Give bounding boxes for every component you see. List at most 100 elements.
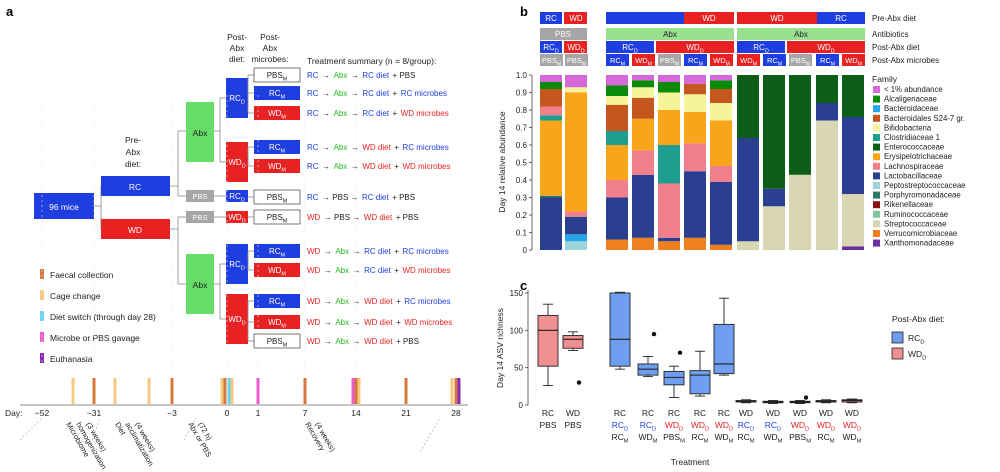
label-base: PBS: [567, 56, 582, 65]
pre-abx-header: diet:: [125, 159, 141, 169]
panel-c-asv-richness: 0 50 100 150 Day 14 ASV richness RC PBS WD PBS RC…: [495, 289, 945, 467]
label-base: WD: [665, 420, 679, 430]
bar-segment: [565, 234, 587, 242]
timeline-day-label: 1: [256, 408, 261, 418]
strip-microbes-label: RCM: [688, 56, 703, 67]
label-base: PBS: [267, 337, 283, 346]
bar-segment: [816, 103, 838, 121]
family-swatch: [873, 124, 880, 132]
bar-segment: [737, 241, 759, 250]
summary-segment: →: [324, 247, 332, 256]
label-base: RC: [688, 56, 699, 65]
label-subscript: M: [831, 61, 835, 67]
x-tick-label: RCM: [737, 432, 754, 445]
summary-segment: + PBS: [392, 193, 415, 202]
bar-segment: [684, 111, 706, 144]
label-subscript: M: [750, 439, 755, 445]
label-base: WD: [715, 420, 729, 430]
bar-segment: [658, 92, 680, 110]
label-base: WD: [845, 56, 858, 65]
label-base: RC: [269, 89, 281, 98]
family-swatch: [873, 153, 880, 161]
label-base: RC: [640, 420, 652, 430]
legend-label: Euthanasia: [50, 354, 93, 364]
bar-segment: [710, 244, 732, 250]
box-body: [537, 314, 559, 367]
x-tick-label: WDM: [639, 432, 658, 445]
timeline-day-label: 14: [351, 408, 361, 418]
timeline-event-mark: [457, 378, 461, 404]
node-microbes: [253, 333, 301, 349]
timeline-event-mark: [170, 378, 174, 404]
bar-segment: [816, 75, 838, 103]
x-tick-label: WDD: [715, 420, 733, 433]
post-abx-diet-header: diet:: [229, 54, 245, 64]
summary-segment: Abx: [334, 109, 348, 118]
summary-segment: Abx: [335, 266, 349, 275]
bar-segment: [565, 92, 587, 212]
node-microbes-label: RCM: [269, 89, 286, 100]
node-microbes-label: WDM: [268, 266, 286, 277]
timeline-event-mark: [357, 378, 361, 404]
family-swatch: [873, 191, 880, 199]
legend-swatch: [40, 269, 44, 279]
node-microbes-label: RCM: [269, 297, 286, 308]
y-tick-label: 0.4: [516, 176, 528, 185]
summary-segment: →: [353, 247, 361, 256]
x-tick-label: PBS: [539, 420, 556, 430]
node-microbes: [254, 244, 300, 258]
summary-segment: RC diet: [362, 89, 389, 98]
bar-segment: [763, 206, 785, 250]
label-subscript: D: [242, 320, 246, 326]
bar-segment: [632, 75, 654, 81]
strip-post-diet: [540, 41, 562, 53]
y-tick-label: 0.7: [516, 124, 528, 133]
family-swatch: [873, 172, 880, 180]
summary-segment: Abx: [334, 71, 348, 80]
box-body: [562, 335, 584, 349]
strip-pre-abx-label: WD: [702, 14, 716, 23]
legend-swatch: [891, 347, 904, 360]
bar-segment: [789, 75, 811, 175]
x-tick-label: WD: [766, 408, 780, 418]
summary-segment: →: [324, 337, 332, 346]
family-swatch: [873, 182, 880, 189]
summary-segment: WD: [307, 266, 321, 275]
label-base: RC: [269, 247, 281, 256]
strip-post-diet-label: RCD: [622, 43, 638, 54]
strip-post-diet-label: WDD: [567, 43, 584, 54]
bar-segment: [763, 188, 785, 207]
strip-antibiotics: [540, 28, 587, 40]
summary-segment: WD microbes: [401, 109, 449, 118]
node-post-diet: [226, 244, 248, 284]
node-microbes: [253, 209, 301, 225]
label-subscript: M: [621, 61, 625, 67]
label-subscript: D: [241, 265, 245, 271]
node-microbes-label: WDM: [268, 162, 286, 173]
summary-segment: →: [324, 318, 332, 327]
legend-label: Faecal collection: [50, 270, 114, 280]
strip-microbes: [737, 54, 760, 66]
summary-segment: → PBS →: [322, 193, 358, 202]
y-axis-label: Day 14 ASV richness: [495, 308, 505, 388]
bar-segment: [658, 237, 680, 242]
summary-segment: Abx: [335, 337, 349, 346]
bar-segment: [763, 75, 785, 189]
node-microbes-label: WDM: [268, 109, 286, 120]
bar-segment: [540, 106, 562, 116]
x-tick-label: RC: [694, 408, 706, 418]
bar-segment: [684, 83, 706, 95]
label-subscript: M: [857, 439, 862, 445]
summary-segment: RC diet: [364, 266, 391, 275]
label-base: WD: [268, 162, 282, 171]
label-subscript: D: [765, 48, 769, 54]
pre-abx-header: Pre-: [125, 135, 141, 145]
bar-segment: [842, 246, 864, 250]
bar-segment: [565, 211, 587, 217]
label-subscript: M: [582, 61, 586, 67]
strip-row-label: Post-Abx microbes: [872, 56, 939, 65]
label-subscript: D: [805, 427, 809, 433]
node-wd-label: WD: [128, 225, 142, 235]
summary-segment: RC microbes: [404, 297, 450, 306]
strip-microbes-label: PBSM: [542, 56, 561, 67]
